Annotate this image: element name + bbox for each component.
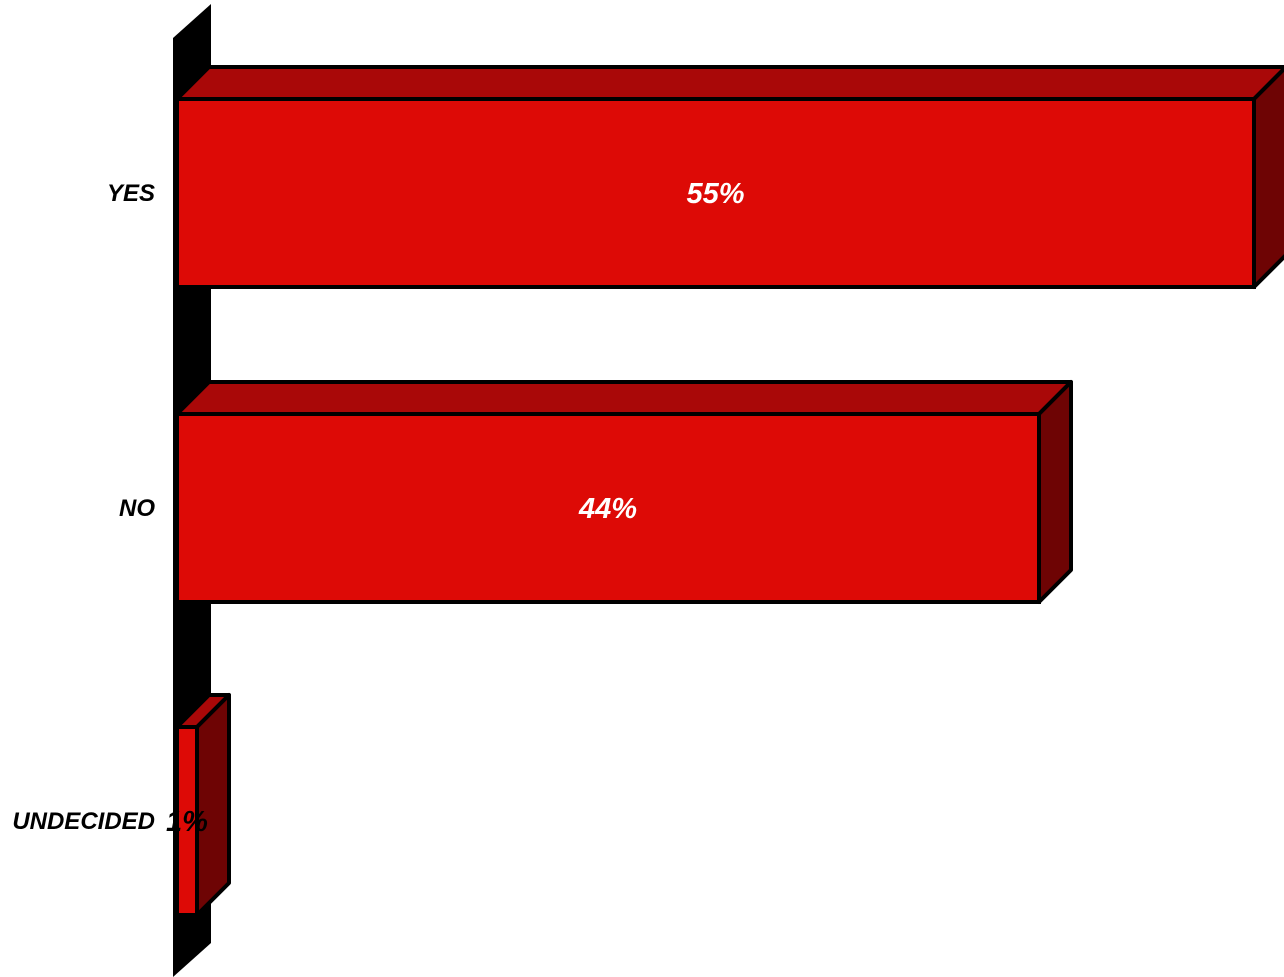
category-label: YES	[107, 180, 155, 207]
bar-top-face	[175, 380, 1073, 416]
labels: 55% YES 44% NO 1% UNDECIDED	[12, 178, 744, 838]
bar-undecided	[175, 693, 231, 917]
data-label: 1%	[166, 806, 208, 838]
bar-side-face	[195, 693, 231, 917]
bar-top-face	[175, 65, 1284, 101]
data-label: 44%	[578, 493, 637, 525]
bar-no	[175, 380, 1073, 604]
category-label: UNDECIDED	[12, 808, 155, 835]
bar-yes	[175, 65, 1284, 289]
category-label: NO	[119, 495, 155, 522]
bar-front-face	[175, 725, 199, 917]
bar-front-face	[175, 412, 1041, 604]
bar-series	[175, 65, 1284, 917]
bar-front-face	[175, 97, 1256, 289]
bar-side-face	[1037, 380, 1073, 604]
bar-side-face	[1252, 66, 1284, 289]
data-label: 55%	[686, 178, 744, 210]
